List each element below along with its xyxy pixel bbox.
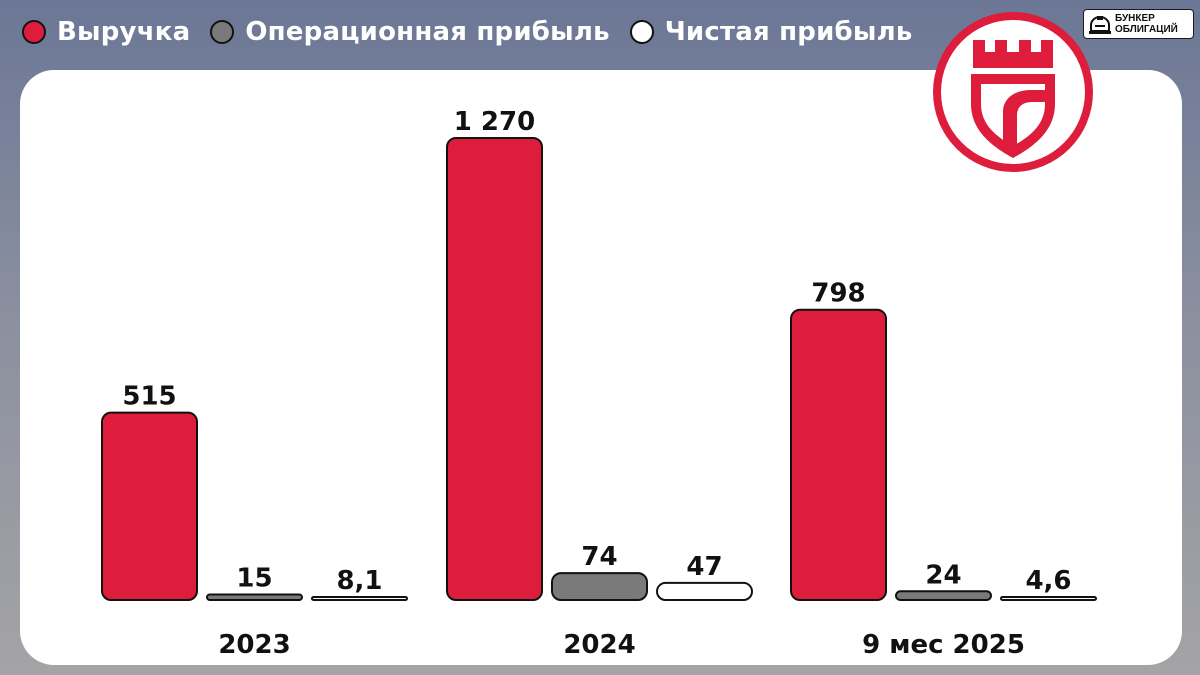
bar-operating-profit-2024 [551,572,648,602]
legend-item-operating-profit: Операционная прибыль [210,17,610,47]
legend-swatch-net-profit [629,20,654,44]
legend-label-operating-profit: Операционная прибыль [245,17,610,47]
data-label-operating-profit-2024: 74 [581,542,617,572]
castle-shield-logo [933,12,1093,172]
bar-operating-profit-2023 [206,593,303,602]
data-label-operating-profit-9-мес-2025: 24 [925,560,961,590]
legend-label-revenue: Выручка [57,17,191,47]
legend-item-net-profit: Чистая прибыль [629,17,913,47]
bar-net-profit-2024 [656,581,753,601]
bunker-icon [1089,16,1111,34]
bar-revenue-9-мес-2025 [790,308,887,601]
legend-swatch-revenue [22,20,46,44]
data-label-net-profit-2024: 47 [686,552,722,582]
bar-revenue-2023 [101,411,198,601]
category-label-2023: 2023 [218,630,290,660]
data-label-operating-profit-2023: 15 [236,564,272,594]
brand-name-line2: ОБЛИГАЦИЙ [1115,24,1178,35]
data-label-net-profit-9-мес-2025: 4,6 [1025,566,1071,596]
bar-operating-profit-9-мес-2025 [895,590,992,601]
brand-name: БУНКЕР ОБЛИГАЦИЙ [1115,13,1178,35]
legend-swatch-operating-profit [210,20,235,44]
chart-legend: Выручка Операционная прибыль Чистая приб… [22,12,932,52]
brand-name-line1: БУНКЕР [1115,13,1155,24]
bar-revenue-2024 [446,137,543,601]
bar-net-profit-2023 [311,596,408,601]
data-label-net-profit-2023: 8,1 [336,566,382,596]
bar-net-profit-9-мес-2025 [1000,596,1097,601]
data-label-revenue-2024: 1 270 [454,107,535,137]
data-label-revenue-2023: 515 [122,382,176,412]
legend-item-revenue: Выручка [22,17,190,47]
legend-label-net-profit: Чистая прибыль [664,17,913,47]
data-label-revenue-9-мес-2025: 798 [811,279,865,309]
bar-chart: 515 15 8,1 2023 1 270 74 47 2024 798 24 4,6 9 мес 2… [101,107,1097,660]
category-label-9-мес-2025: 9 мес 2025 [862,630,1025,660]
brand-badge: БУНКЕР ОБЛИГАЦИЙ [1083,9,1194,39]
category-label-2024: 2024 [563,630,635,660]
chart-panel: 515 15 8,1 2023 1 270 74 47 2024 798 24 4,6 9 мес 2… [20,70,1182,665]
